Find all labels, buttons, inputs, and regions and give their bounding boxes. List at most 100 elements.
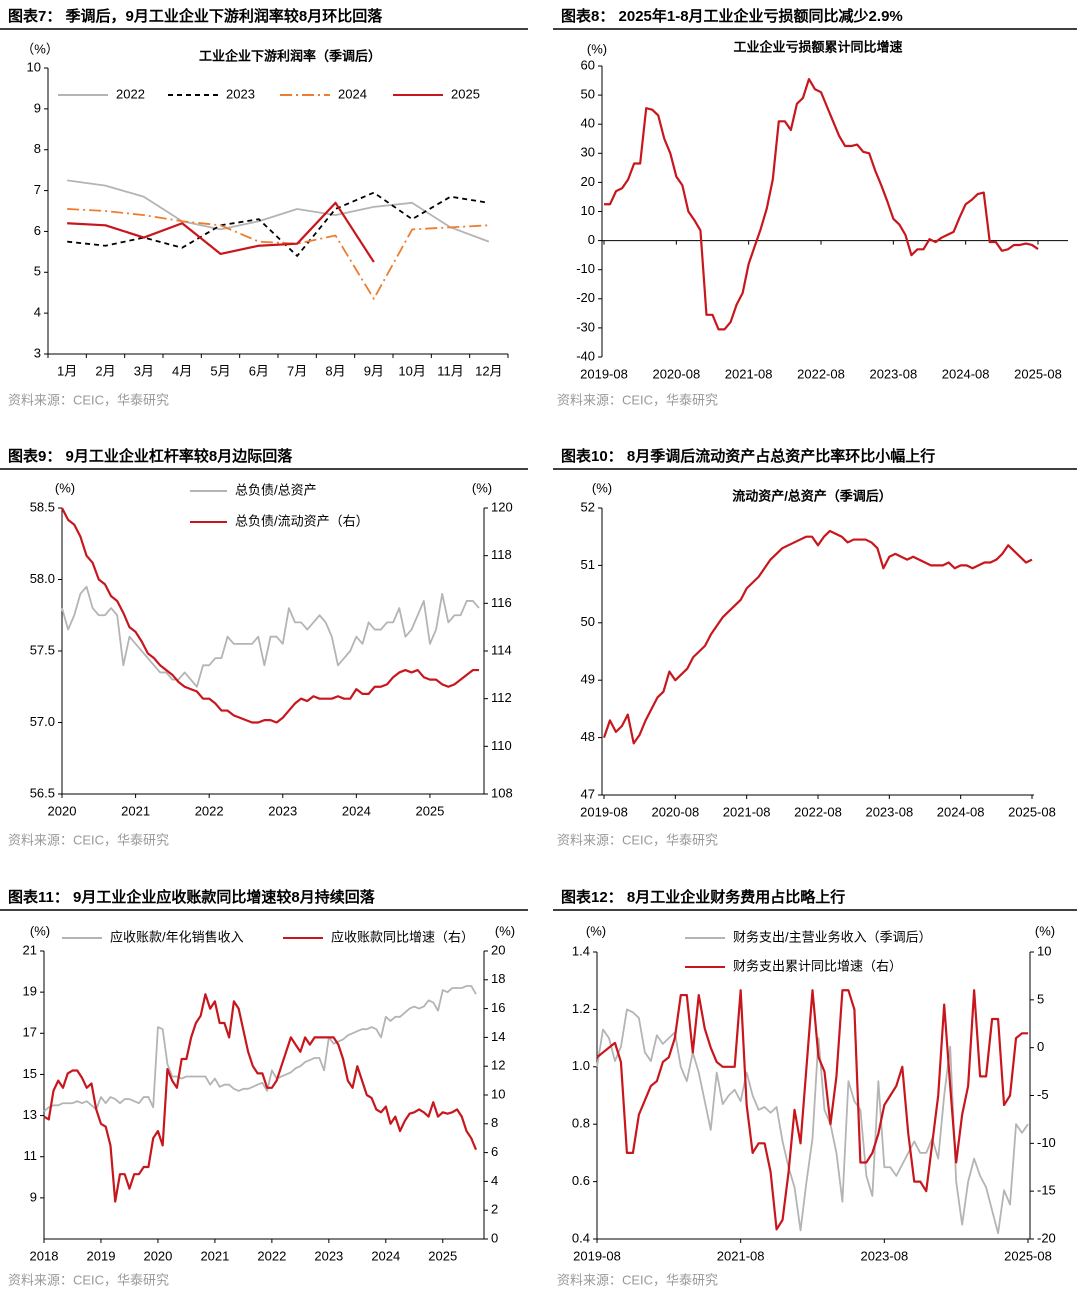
x-tick-label: 12月: [475, 363, 502, 378]
x-tick-label: 10月: [398, 363, 425, 378]
y-tick-label: -30: [576, 319, 595, 334]
x-tick-label: 3月: [134, 363, 154, 378]
panel-title: 图表8： 2025年1-8月工业企业亏损额同比减少2.9%: [561, 7, 903, 25]
x-tick-label: 8月: [325, 363, 345, 378]
legend-label: 2024: [338, 86, 367, 101]
x-tick-label: 2020-08: [651, 804, 699, 819]
y-tick-label: 57.5: [30, 642, 55, 657]
y-axis-unit: (%): [592, 480, 612, 495]
source-note: 资料来源：CEIC，华泰研究: [8, 1272, 169, 1287]
x-tick-label: 2021-08: [723, 804, 771, 819]
x-tick-label: 2020: [48, 803, 77, 818]
y-tick-label: 19: [23, 984, 37, 999]
x-tick-label: 2023-08: [865, 804, 913, 819]
legend-label: 应收账款/年化销售收入: [110, 929, 244, 944]
y-tick-label: -20: [576, 290, 595, 305]
x-tick-label: 2020: [143, 1248, 172, 1263]
source-note: 资料来源：CEIC，华泰研究: [8, 392, 169, 407]
legend-label: 财务支出累计同比增速（右）: [733, 958, 902, 973]
series-line: [596, 989, 1028, 1231]
y2-axis-unit: (%): [472, 480, 492, 495]
y-tick-label: 10: [27, 59, 41, 74]
y2-axis-unit: (%): [1035, 923, 1055, 938]
y2-tick-label: 112: [491, 690, 512, 705]
y-tick-label: 58.5: [30, 499, 55, 514]
y2-tick-label: -10: [1037, 1135, 1056, 1150]
y-tick-label: 9: [34, 100, 41, 115]
panel-title: 图表9： 9月工业企业杠杆率较8月边际回落: [8, 447, 293, 465]
y-tick-label: 7: [34, 182, 41, 197]
y-tick-label: -40: [576, 348, 595, 363]
x-tick-label: 1月: [57, 363, 77, 378]
y2-tick-label: 4: [491, 1173, 498, 1188]
y-tick-label: 21: [23, 942, 37, 957]
y2-axis-unit: (%): [495, 923, 515, 938]
x-tick-label: 2019-08: [580, 366, 628, 381]
x-tick-label: 2月: [95, 363, 115, 378]
x-tick-label: 2024-08: [937, 804, 985, 819]
panel-title: 图表12： 8月工业企业财务费用占比略上行: [561, 888, 845, 906]
panel-title: 图表7： 季调后，9月工业企业下游利润率较8月环比回落: [8, 7, 383, 25]
legend-label: 2025: [451, 86, 480, 101]
x-tick-label: 2023: [268, 803, 297, 818]
x-tick-label: 2022: [257, 1248, 286, 1263]
series-line: [67, 208, 489, 300]
y2-tick-label: 14: [491, 1029, 505, 1044]
x-tick-label: 5月: [210, 363, 230, 378]
y-tick-label: 30: [581, 145, 595, 160]
series-line: [596, 1008, 1029, 1235]
y-axis-unit: (%): [55, 480, 75, 495]
y-tick-label: 13: [23, 1107, 37, 1122]
y2-tick-label: 0: [491, 1230, 498, 1245]
panel-title: 图表11： 9月工业企业应收账款同比增速较8月持续回落: [8, 888, 376, 906]
y2-tick-label: -20: [1037, 1230, 1056, 1245]
x-tick-label: 2025-08: [1014, 366, 1062, 381]
x-tick-label: 2022-08: [797, 366, 845, 381]
x-tick-label: 2024: [371, 1248, 400, 1263]
source-note: 资料来源：CEIC，华泰研究: [8, 832, 169, 847]
y2-tick-label: 18: [491, 971, 505, 986]
legend-label: 2023: [226, 86, 255, 101]
y-tick-label: 48: [581, 729, 595, 744]
y-axis-unit: (%): [586, 923, 606, 938]
legend-label: 总负债/总资产: [235, 482, 317, 497]
y-tick-label: 56.5: [30, 785, 55, 800]
source-note: 资料来源：CEIC，华泰研究: [557, 832, 718, 847]
legend-label: 财务支出/主营业务收入（季调后）: [733, 929, 932, 944]
x-tick-label: 2021: [200, 1248, 229, 1263]
series-line: [43, 985, 477, 1113]
y-tick-label: 58.0: [30, 571, 55, 586]
subtitle: 工业企业亏损额累计同比增速: [733, 39, 902, 54]
y-tick-label: 8: [34, 141, 41, 156]
y2-tick-label: 5: [1037, 991, 1044, 1006]
y-tick-label: 17: [23, 1025, 37, 1040]
y-tick-label: 0.4: [572, 1230, 590, 1245]
subtitle: 工业企业下游利润率（季调后）: [199, 48, 381, 63]
series-line: [43, 993, 478, 1203]
series-line: [67, 179, 490, 243]
x-tick-label: 6月: [249, 363, 269, 378]
series-line: [61, 585, 480, 688]
y2-tick-label: 120: [491, 499, 513, 514]
y2-tick-label: 12: [491, 1058, 505, 1073]
y-axis-unit: (%): [30, 923, 50, 938]
y-tick-label: 5: [34, 264, 41, 279]
series-line: [604, 78, 1039, 331]
y-tick-label: 1.2: [572, 1001, 590, 1016]
y-tick-label: 50: [581, 87, 595, 102]
series-line: [67, 191, 489, 257]
panel-title: 图表10： 8月季调后流动资产占总资产比率环比小幅上行: [561, 447, 935, 465]
x-tick-label: 2025-08: [1004, 1248, 1052, 1263]
x-tick-label: 7月: [287, 363, 307, 378]
series-line: [61, 507, 479, 724]
y-tick-label: 11: [24, 1148, 38, 1163]
y-tick-label: 3: [34, 345, 41, 360]
x-tick-label: 2022: [195, 803, 224, 818]
y2-tick-label: 118: [491, 547, 512, 562]
y-tick-label: 60: [581, 57, 595, 72]
x-tick-label: 11月: [437, 363, 464, 378]
y-tick-label: 4: [34, 305, 41, 320]
y-tick-label: 0.8: [572, 1116, 590, 1131]
x-tick-label: 2019-08: [580, 804, 628, 819]
y-tick-label: 50: [581, 614, 595, 629]
